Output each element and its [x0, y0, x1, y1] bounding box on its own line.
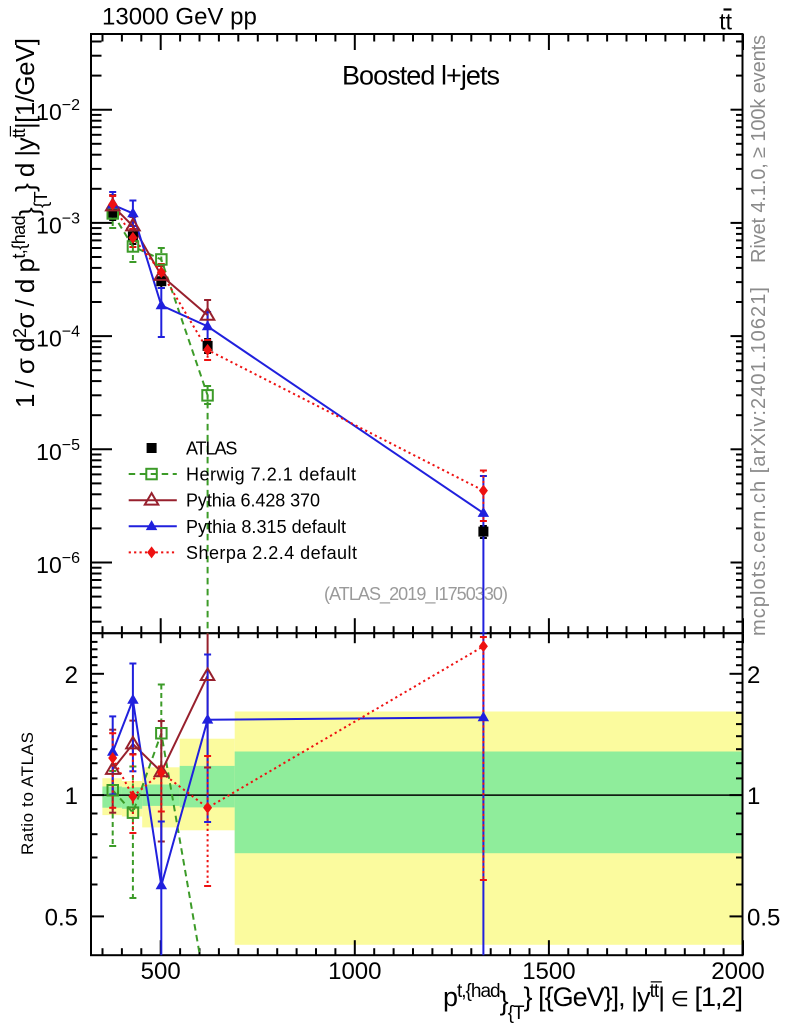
- svg-text:10−2: 10−2: [36, 97, 80, 125]
- svg-text:10−5: 10−5: [36, 437, 80, 465]
- svg-text:Herwig 7.2.1 default: Herwig 7.2.1 default: [186, 465, 356, 485]
- svg-text:1: 1: [65, 783, 78, 810]
- svg-text:Pythia 6.428 370: Pythia 6.428 370: [186, 491, 320, 511]
- svg-text:0.5: 0.5: [45, 904, 78, 931]
- svg-text:2: 2: [65, 662, 78, 689]
- svg-text:0.5: 0.5: [747, 904, 780, 931]
- svg-text:Rivet 4.1.0, ≥ 100k events: Rivet 4.1.0, ≥ 100k events: [748, 35, 770, 263]
- svg-text:500: 500: [141, 958, 181, 985]
- svg-text:1: 1: [747, 783, 760, 810]
- svg-text:1500: 1500: [522, 958, 575, 985]
- svg-text:Ratio to ATLAS: Ratio to ATLAS: [18, 732, 37, 855]
- svg-text:2000: 2000: [711, 958, 764, 985]
- svg-text:1000: 1000: [328, 958, 381, 985]
- svg-text:ATLAS: ATLAS: [186, 439, 237, 459]
- svg-text:2: 2: [747, 662, 760, 689]
- svg-text:tt: tt: [719, 9, 732, 35]
- svg-text:(ATLAS_2019_I1750330): (ATLAS_2019_I1750330): [324, 584, 508, 605]
- svg-text:Sherpa 2.2.4 default: Sherpa 2.2.4 default: [186, 543, 357, 563]
- svg-text:mcplots.cern.ch [arXiv:2401.10: mcplots.cern.ch [arXiv:2401.10621]: [748, 287, 770, 636]
- svg-text:13000 GeV pp: 13000 GeV pp: [102, 4, 257, 31]
- svg-text:Boosted l+jets: Boosted l+jets: [342, 61, 500, 91]
- svg-text:Pythia 8.315 default: Pythia 8.315 default: [186, 517, 346, 537]
